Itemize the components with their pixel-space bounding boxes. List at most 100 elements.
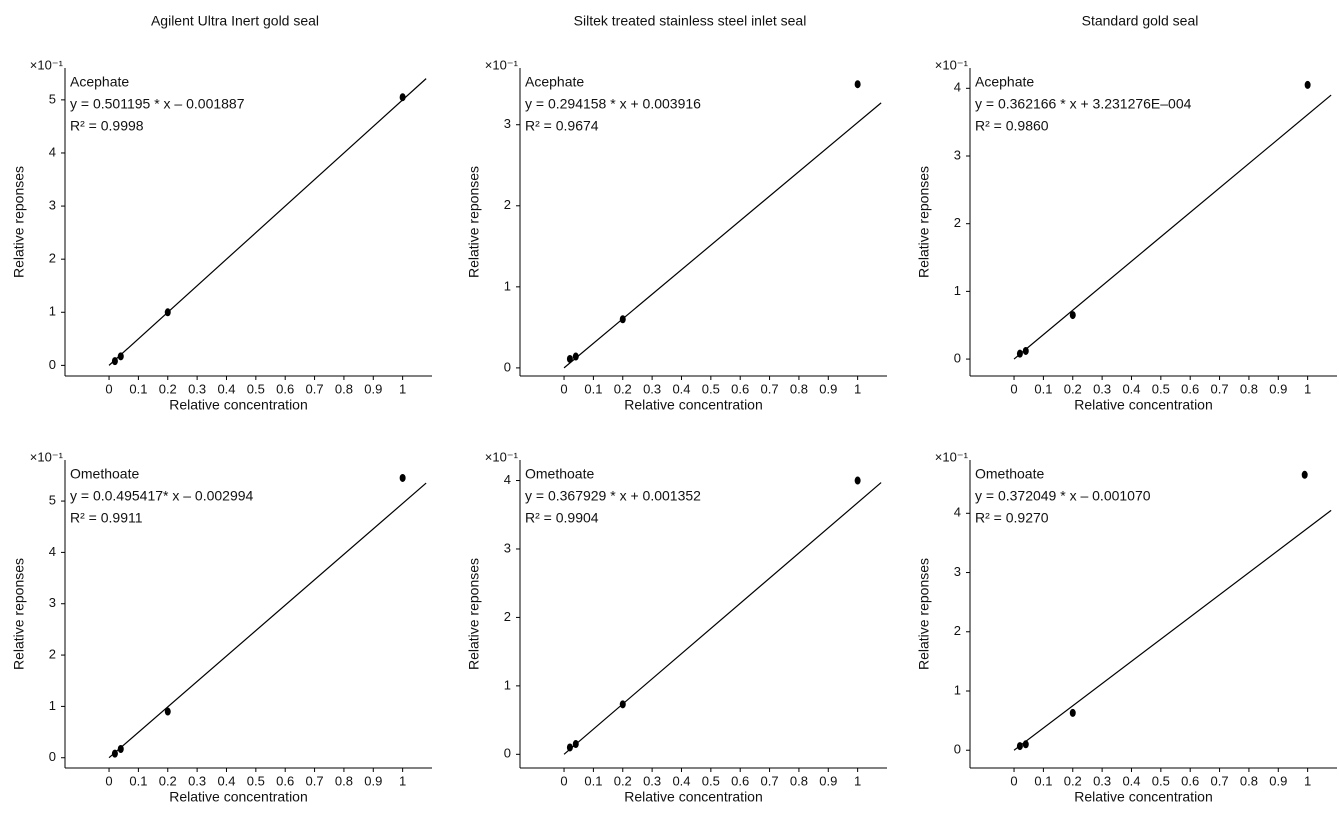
data-point (1022, 346, 1029, 355)
equation: y = 0.294158 * x + 0.003916 (525, 96, 701, 112)
x-tick-label: 0.4 (217, 773, 235, 788)
y-tick-label: 1 (504, 677, 511, 692)
x-tick-label: 0.4 (1122, 381, 1140, 396)
x-tick-label: 1 (854, 773, 861, 788)
x-axis-label: Relative concentration (624, 397, 763, 413)
x-tick-label: 0 (1010, 773, 1017, 788)
y-tick-label: 1 (954, 682, 961, 697)
x-tick-label: 0.4 (672, 381, 690, 396)
y-tick-label: 4 (954, 80, 961, 95)
data-point (399, 93, 406, 102)
x-tick-label: 0.8 (790, 773, 808, 788)
x-tick-label: 0.3 (643, 381, 661, 396)
y-tick-label: 3 (49, 198, 56, 213)
x-tick-label: 0.9 (364, 381, 382, 396)
y-tick-label: 1 (504, 278, 511, 293)
x-tick-label: 0 (1010, 381, 1017, 396)
x-tick-label: 0.5 (247, 773, 265, 788)
x-tick-label: 0.5 (702, 773, 720, 788)
compound-name: Acephate (525, 74, 584, 90)
x-tick-label: 0.5 (1152, 773, 1170, 788)
x-tick-label: 0.7 (1211, 381, 1229, 396)
y-tick-label: 2 (504, 609, 511, 624)
data-point (117, 352, 124, 361)
x-tick-label: 0.9 (1269, 773, 1287, 788)
data-point (854, 80, 861, 89)
x-tick-label: 1 (399, 381, 406, 396)
x-axis-label: Relative concentration (624, 789, 763, 805)
r-squared: R² = 0.9911 (70, 510, 143, 526)
y-axis-label: Relative reponses (916, 166, 932, 278)
data-point (111, 357, 118, 366)
r-squared: R² = 0.9904 (525, 510, 599, 526)
x-tick-label: 0 (560, 381, 567, 396)
y-tick-label: 2 (49, 251, 56, 266)
x-tick-label: 0.2 (614, 773, 632, 788)
y-multiplier: ×10⁻¹ (30, 449, 64, 464)
y-tick-label: 0 (504, 359, 511, 374)
x-tick-label: 0.5 (1152, 381, 1170, 396)
x-tick-label: 0.6 (731, 381, 749, 396)
y-tick-label: 3 (504, 116, 511, 131)
x-axis-label: Relative concentration (169, 789, 308, 805)
y-tick-label: 0 (49, 749, 56, 764)
x-tick-label: 0.2 (159, 381, 177, 396)
y-tick-label: 3 (49, 595, 56, 610)
x-tick-label: 0.6 (731, 773, 749, 788)
data-point (566, 743, 573, 752)
y-axis-label: Relative reponses (466, 558, 482, 670)
x-tick-label: 1 (399, 773, 406, 788)
x-tick-label: 0.8 (790, 381, 808, 396)
x-tick-label: 1 (1304, 381, 1311, 396)
x-tick-label: 0.2 (1064, 773, 1082, 788)
column-title: Agilent Ultra Inert gold seal (151, 13, 319, 29)
x-tick-label: 0.7 (306, 381, 324, 396)
column-title: Siltek treated stainless steel inlet sea… (574, 13, 807, 29)
data-point (1022, 740, 1029, 749)
y-tick-label: 2 (49, 647, 56, 662)
x-tick-label: 0.8 (335, 381, 353, 396)
y-tick-label: 0 (954, 351, 961, 366)
x-tick-label: 0.3 (1093, 773, 1111, 788)
x-tick-label: 0.9 (364, 773, 382, 788)
x-tick-label: 0.5 (702, 381, 720, 396)
x-tick-label: 0.3 (188, 773, 206, 788)
x-tick-label: 0.6 (276, 381, 294, 396)
x-tick-label: 0.2 (1064, 381, 1082, 396)
y-tick-label: 5 (49, 493, 56, 508)
equation: y = 0.372049 * x – 0.001070 (975, 488, 1151, 504)
panel: 0 1 2 3 4 0 0.1 0.2 0.3 0.4 0.5 0.6 0.7 0.8 0.9 1 ×10⁻¹ R… (916, 449, 1337, 805)
y-axis-label: Relative reponses (466, 166, 482, 278)
y-multiplier: ×10⁻¹ (935, 449, 969, 464)
data-point (1069, 311, 1076, 320)
column-title: Standard gold seal (1082, 13, 1199, 29)
panel: 0 1 2 3 4 0 0.1 0.2 0.3 0.4 0.5 0.6 0.7 0.8 0.9 1 ×10⁻¹ R… (466, 449, 887, 805)
y-tick-label: 5 (49, 91, 56, 106)
x-tick-label: 0.7 (761, 773, 779, 788)
y-axis-label: Relative reponses (11, 558, 27, 670)
x-tick-label: 0.2 (159, 773, 177, 788)
y-multiplier: ×10⁻¹ (485, 57, 519, 72)
x-tick-label: 0.7 (1211, 773, 1229, 788)
y-axis-label: Relative reponses (11, 166, 27, 278)
x-axis-label: Relative concentration (1074, 789, 1213, 805)
data-point (117, 745, 124, 754)
x-tick-label: 1 (854, 381, 861, 396)
data-point (572, 352, 579, 361)
x-tick-label: 0.3 (188, 381, 206, 396)
y-tick-label: 4 (504, 472, 511, 487)
equation: y = 0.0.495417* x – 0.002994 (70, 488, 254, 504)
x-axis-label: Relative concentration (169, 397, 308, 413)
fit-line (563, 102, 882, 369)
y-multiplier: ×10⁻¹ (30, 57, 64, 72)
y-tick-label: 1 (954, 283, 961, 298)
compound-name: Omethoate (70, 466, 139, 482)
y-tick-label: 2 (954, 215, 961, 230)
y-tick-label: 3 (954, 564, 961, 579)
compound-name: Acephate (70, 74, 129, 90)
panel: 0 1 2 3 4 5 0 0.1 0.2 0.3 0.4 0.5 0.6 0.7 0.8 0.9 1 ×10⁻¹… (11, 57, 432, 413)
y-tick-label: 0 (504, 746, 511, 761)
y-tick-label: 0 (49, 357, 56, 372)
x-tick-label: 0.6 (276, 773, 294, 788)
